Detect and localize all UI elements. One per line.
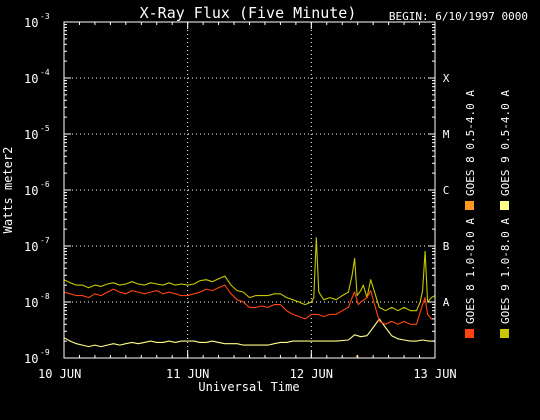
y-tick-label-5: 10 xyxy=(24,296,38,310)
flare-class-labels: X M C B A xyxy=(443,72,450,309)
y-axis-label: Watts meter2 xyxy=(1,147,15,234)
y-tick-label-0: 10 xyxy=(24,16,38,30)
flare-class-a: A xyxy=(443,296,450,309)
x-tick-label-2: 12 JUN xyxy=(290,367,333,381)
y-tick-exponent-5: -8 xyxy=(40,292,50,301)
legend-label-1-0: GOES 9 1.0-8.0 A xyxy=(499,218,512,324)
flare-class-x: X xyxy=(443,72,450,85)
legend-swatch-0-1 xyxy=(465,201,474,210)
y-tick-exponent-0: -3 xyxy=(40,12,50,21)
y-tick-exponent-1: -4 xyxy=(40,68,50,77)
y-tick-exponent-6: -9 xyxy=(40,348,50,357)
flare-class-c: C xyxy=(443,184,450,197)
legend: GOES 8 1.0-8.0 A GOES 8 0.5-4.0 A GOES 9 1… xyxy=(464,90,512,338)
x-tick-label-0: 10 JUN xyxy=(38,367,81,381)
y-tick-label-2: 10 xyxy=(24,128,38,142)
begin-label: BEGIN: 6/10/1997 0000 xyxy=(389,10,528,23)
y-tick-label-6: 10 xyxy=(24,352,38,366)
y-tick-label-4: 10 xyxy=(24,240,38,254)
y-tick-exponent-3: -6 xyxy=(40,180,50,189)
series-line-2 xyxy=(63,284,435,325)
legend-label-0-1: GOES 8 0.5-4.0 A xyxy=(464,90,477,196)
y-axis-ticks: 10-310-410-510-610-710-810-9 xyxy=(24,12,435,366)
x-axis-ticks: 10 JUN 11 JUN 12 JUN 13 JUN xyxy=(38,22,457,381)
y-tick-exponent-2: -5 xyxy=(40,124,50,133)
legend-swatch-0-0 xyxy=(465,329,474,338)
legend-label-0-0: GOES 8 1.0-8.0 A xyxy=(464,218,477,324)
x-tick-label-3: 13 JUN xyxy=(413,367,456,381)
legend-label-1-1: GOES 9 0.5-4.0 A xyxy=(499,90,512,196)
y-tick-exponent-4: -7 xyxy=(40,236,50,245)
y-tick-label-1: 10 xyxy=(24,72,38,86)
series-line-0 xyxy=(63,237,436,312)
chart-title: X-Ray Flux (Five Minute) xyxy=(140,4,357,22)
flare-class-m: M xyxy=(443,128,450,141)
legend-swatch-1-0 xyxy=(500,329,509,338)
x-axis-label: Universal Time xyxy=(198,380,299,394)
series-layer xyxy=(63,237,436,359)
flare-class-b: B xyxy=(443,240,450,253)
x-tick-label-1: 11 JUN xyxy=(166,367,209,381)
series-line-1 xyxy=(63,318,435,348)
y-tick-label-3: 10 xyxy=(24,184,38,198)
legend-swatch-1-1 xyxy=(500,201,509,210)
